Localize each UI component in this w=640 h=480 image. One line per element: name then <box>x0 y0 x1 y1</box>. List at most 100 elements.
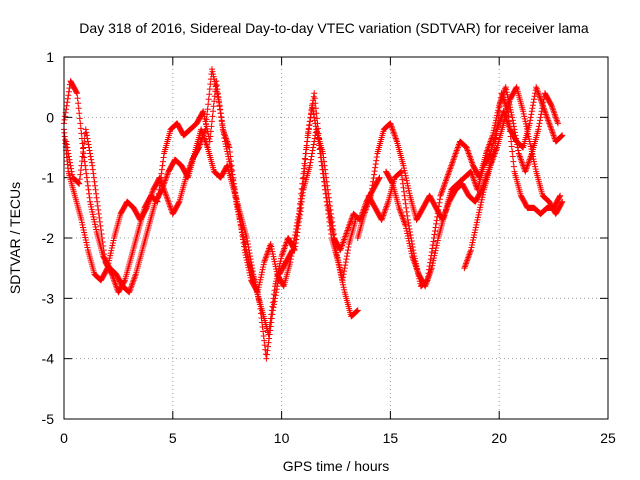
data-point-interp <box>528 148 535 155</box>
data-point-interp <box>509 148 516 155</box>
y-tick-label: -3 <box>42 290 55 306</box>
data-point-interp <box>98 230 105 237</box>
data-point-interp <box>547 101 554 108</box>
data-point-interp <box>509 117 516 124</box>
data-point-interp <box>89 208 96 215</box>
data-point <box>400 162 407 169</box>
data-point-interp <box>313 115 320 122</box>
data-point-interp <box>84 178 91 185</box>
data-point-interp <box>372 161 379 168</box>
data-point-interp <box>329 225 336 232</box>
data-point-interp <box>300 174 307 181</box>
data-point-interp <box>86 190 93 197</box>
data-point-interp <box>341 286 348 293</box>
data-point-interp <box>274 273 281 280</box>
data-point-interp <box>478 196 485 203</box>
data-point-interp <box>83 239 90 246</box>
data-point-interp <box>537 117 543 124</box>
data-point-interp <box>308 153 315 160</box>
data-point-interp <box>404 182 411 189</box>
data-point-interp <box>226 149 233 156</box>
data-point-interp <box>369 178 376 185</box>
data-point-interp <box>231 189 238 196</box>
data-point-interp <box>264 347 271 354</box>
data-point-interp <box>403 227 410 234</box>
data-point-interp <box>371 171 378 178</box>
data-point-interp <box>81 229 88 236</box>
data-point-interp <box>556 193 563 200</box>
data-point-interp <box>345 244 352 251</box>
y-tick-labels: -5 -4 -3 -2 -1 0 1 <box>42 49 55 427</box>
data-point-interp <box>493 114 500 121</box>
data-point-interp <box>107 252 114 259</box>
data-point-interp <box>227 153 234 160</box>
data-point-interp <box>80 226 87 233</box>
data-point-interp <box>83 174 90 181</box>
data-point-interp <box>77 120 84 127</box>
data-point-interp <box>276 260 283 267</box>
data-point-interp <box>260 333 267 340</box>
data-point-interp <box>434 210 441 217</box>
data-point-interp <box>242 244 249 251</box>
x-tick-label: 20 <box>491 430 507 446</box>
data-point-interp <box>296 218 303 225</box>
data-point-interp <box>399 180 406 187</box>
data-point-interp <box>432 247 439 254</box>
data-point <box>554 120 561 127</box>
data-point-interp <box>230 180 237 187</box>
data-point-interp <box>82 166 89 173</box>
data-point-interp <box>228 158 235 165</box>
data-point-interp <box>273 278 280 285</box>
data-point-interp <box>370 175 377 182</box>
data-point-interp <box>525 130 532 137</box>
data-point <box>467 247 474 254</box>
data-point-interp <box>525 133 532 140</box>
data-point-interp <box>80 149 87 156</box>
data-point-interp <box>256 279 263 286</box>
data-point-interp <box>323 194 330 201</box>
data-point-interp <box>77 167 84 174</box>
data-point-interp <box>210 71 217 78</box>
data-point-interp <box>158 170 165 177</box>
data-point-interp <box>255 284 262 291</box>
data-point-interp <box>344 247 351 254</box>
data-point-interp <box>101 251 108 258</box>
data-point-interp <box>432 250 439 257</box>
data-point-interp <box>342 262 349 269</box>
data-point-interp <box>480 189 487 196</box>
data-point-interp <box>273 275 280 282</box>
data-point-interp <box>308 107 315 114</box>
data-point-interp <box>245 256 252 263</box>
data-point-interp <box>155 190 162 197</box>
data-point <box>520 108 527 115</box>
data-point-interp <box>373 154 380 161</box>
data-point-interp <box>236 216 243 223</box>
data-point-interp <box>340 274 347 281</box>
data-point-interp <box>260 264 267 271</box>
data-point-interp <box>109 242 116 249</box>
data-point-interp <box>537 114 544 121</box>
data-point-interp <box>292 243 299 250</box>
data-point-interp <box>63 102 70 109</box>
data-point-interp <box>491 122 498 129</box>
data-point-interp <box>84 135 91 142</box>
data-point-interp <box>206 86 213 93</box>
data-point-interp <box>405 235 412 242</box>
data-point-interp <box>270 256 277 263</box>
data-point-interp <box>524 128 531 135</box>
data-point-interp <box>65 153 72 160</box>
data-point-interp <box>510 158 517 165</box>
data-point <box>272 283 279 290</box>
data-point-interp <box>212 83 219 90</box>
data-point-interp <box>214 86 221 93</box>
data-point-interp <box>401 192 408 199</box>
data-point-interp <box>492 119 499 126</box>
data-point-interp <box>507 106 514 113</box>
data-point-interp <box>258 271 265 278</box>
data-point-interp <box>216 98 223 105</box>
data-point-interp <box>321 178 328 185</box>
data-point-interp <box>216 102 223 109</box>
data-point-interp <box>99 239 106 246</box>
data-point-interp <box>206 91 213 98</box>
data-point-interp <box>210 73 217 80</box>
